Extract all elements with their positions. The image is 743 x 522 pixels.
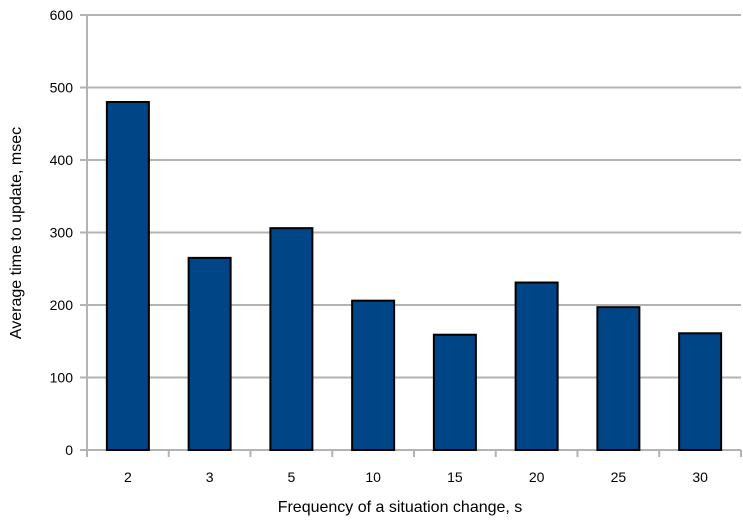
x-tick-label: 30	[692, 469, 708, 485]
x-tick-label: 3	[206, 469, 214, 485]
bar-3	[187, 256, 232, 451]
gridlines	[87, 14, 741, 379]
bar-30	[678, 332, 723, 451]
y-tick-label: 0	[65, 442, 73, 458]
bar-20	[514, 281, 559, 451]
y-axis-title: Average time to update, msec	[8, 127, 25, 339]
x-tick-label: 10	[365, 469, 381, 485]
x-tick-label: 20	[529, 469, 545, 485]
bar-15	[432, 333, 477, 452]
x-axis-title: Frequency of a situation change, s	[278, 499, 523, 516]
x-tick-label: 5	[287, 469, 295, 485]
bar-25	[596, 306, 641, 451]
y-tick-label: 200	[50, 297, 74, 313]
bar-5	[269, 227, 314, 451]
x-tick-label: 25	[611, 469, 627, 485]
bars	[105, 101, 723, 452]
axes	[80, 14, 742, 457]
x-tick-labels: 2 3 5 10 15 20 25 30	[124, 469, 708, 485]
bar-10	[351, 299, 396, 451]
y-tick-label: 300	[50, 225, 74, 241]
bar-2	[105, 101, 150, 451]
x-tick-label: 2	[124, 469, 132, 485]
y-tick-label: 400	[50, 152, 74, 168]
y-tick-label: 600	[50, 7, 74, 23]
y-tick-label: 500	[50, 80, 74, 96]
y-tick-label: 100	[50, 370, 74, 386]
y-tick-labels: 0 100 200 300 400 500 600	[50, 7, 74, 458]
x-tick-label: 15	[447, 469, 463, 485]
